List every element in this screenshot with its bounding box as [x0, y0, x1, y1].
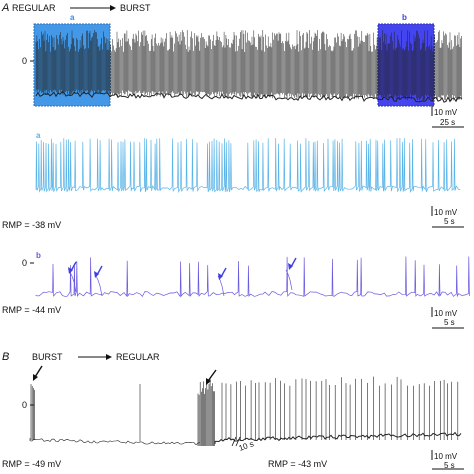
panel-b-arrow-1	[34, 365, 43, 378]
trace-a-scale-t-label: 5 s	[444, 217, 455, 226]
panel-a-to-label: BURST	[120, 3, 151, 13]
panel-b-to-label: REGULAR	[116, 352, 160, 362]
trace-b-label: b	[36, 251, 41, 260]
trace-b-expanded	[35, 256, 470, 298]
panel-a-scale-t-label: 25 s	[440, 118, 455, 127]
trace-b-zero-label: 0	[22, 258, 27, 268]
trace-a-scale-v-label: 10 mV	[434, 208, 458, 217]
burst-arrow-2-head	[94, 271, 99, 278]
region-a-label: a	[70, 13, 75, 22]
panel-a-scale-v-label: 10 mV	[434, 108, 458, 117]
panel-b-zero-label: 0	[22, 400, 27, 410]
region-b-label: b	[402, 13, 407, 22]
burst-arrow-3-head	[218, 273, 223, 280]
panel-b-arrow-2-head	[206, 378, 211, 385]
trace-a-expanded	[35, 137, 461, 194]
trace-a-label: a	[36, 131, 41, 140]
panel-b-spikes	[29, 376, 459, 446]
panel-b-baseline	[214, 431, 462, 444]
trace-a-rmp: RMP = -38 mV	[2, 220, 61, 230]
burst-arrow-4-head	[288, 263, 293, 270]
panel-b-voltage-trace	[29, 376, 462, 446]
panel-b-arrow-head	[106, 354, 112, 360]
trace-b-line	[35, 256, 470, 298]
panel-a-voltage-trace	[35, 30, 463, 103]
burst-arrow-1-head	[68, 267, 73, 274]
panel-b-letter: B	[2, 351, 9, 363]
panel-a-arrow-head	[110, 5, 116, 11]
panel-b-rmp-right: RMP = -43 mV	[268, 459, 327, 469]
panel-b-rmp-left: RMP = -49 mV	[2, 459, 61, 469]
panel-b-gap-label: 10 s	[238, 439, 255, 453]
panel-a-letter: A	[1, 2, 9, 14]
panel-b-scale-v-label: 10 mV	[434, 452, 458, 461]
panel-a-zero-label: 0	[22, 56, 27, 66]
trace-b-scale-t-label: 5 s	[444, 318, 455, 327]
panel-b-break-mark-1	[231, 436, 237, 447]
panel-a-baseline	[35, 91, 463, 103]
trace-b-scale-v-label: 10 mV	[434, 309, 458, 318]
trace-a-line	[35, 137, 461, 194]
panel-b-arrow-2	[207, 369, 217, 382]
panel-b-break-mark-2	[235, 436, 241, 447]
trace-b-burst-arrows	[68, 257, 297, 280]
trace-b-rmp: RMP = -44 mV	[2, 305, 61, 315]
panel-a-spikes	[35, 30, 462, 101]
panel-a-from-label: REGULAR	[12, 3, 56, 13]
panel-b-scale-t-label: 5 s	[444, 461, 455, 470]
panel-b-arrow-1-head	[33, 374, 38, 381]
panel-b-from-label: BURST	[32, 352, 63, 362]
